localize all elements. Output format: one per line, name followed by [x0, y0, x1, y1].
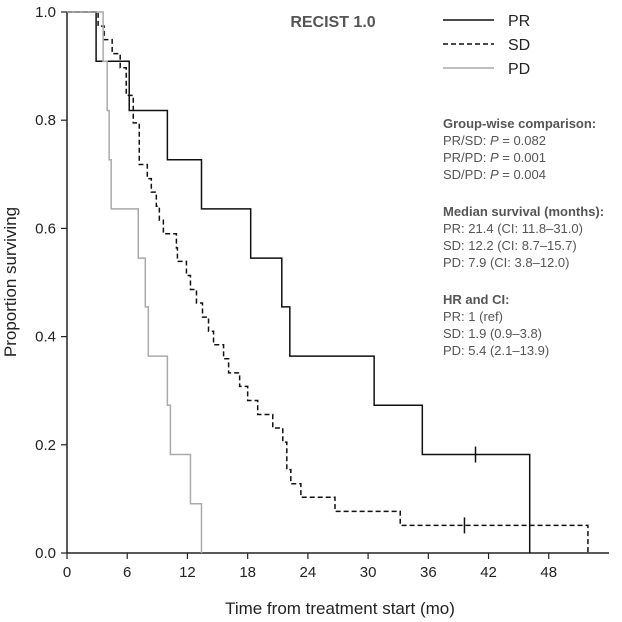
x-tick-label: 48 [540, 564, 557, 581]
chart-title: RECIST 1.0 [290, 14, 375, 31]
legend-label-pr: PR [508, 13, 530, 30]
annotation-line: SD: 1.9 (0.9–3.8) [443, 326, 542, 341]
y-tick-label: 0.0 [35, 545, 56, 562]
x-tick-label: 36 [420, 564, 437, 581]
y-tick-label: 1.0 [35, 4, 56, 21]
y-axis-label: Proportion surviving [1, 207, 20, 357]
y-tick-label: 0.2 [35, 437, 56, 454]
y-ticks: 0.0 0.2 0.4 0.6 0.8 1.0 [35, 4, 67, 562]
series-line-pd [67, 11, 203, 553]
annotation-line: SD: 12.2 (CI: 8.7–15.7) [443, 238, 577, 253]
y-tick-label: 0.4 [35, 329, 56, 346]
annotation-heading: HR and CI: [443, 292, 509, 307]
censor-marks [463, 446, 477, 534]
survival-curves [67, 11, 589, 553]
annotation-heading: Median survival (months): [443, 204, 604, 219]
x-tick-label: 24 [300, 564, 317, 581]
series-line-sd [67, 11, 589, 553]
y-tick-label: 0.8 [35, 112, 56, 129]
x-tick-label: 0 [63, 564, 71, 581]
annotation-line: PD: 7.9 (CI: 3.8–12.0) [443, 255, 569, 270]
annotation-heading: Group-wise comparison: [443, 116, 596, 131]
legend: PR SD PD [443, 13, 530, 78]
x-tick-label: 18 [239, 564, 256, 581]
axes: 0 6 12 18 24 30 36 42 48 0.0 0.2 0.4 0.6 0.8 1.0 [35, 4, 609, 581]
x-tick-label: 12 [179, 564, 196, 581]
annotation-line: SD/PD: P = 0.004 [443, 167, 546, 182]
annotation-line: PR/PD: P = 0.001 [443, 150, 546, 165]
x-ticks: 0 6 12 18 24 30 36 42 48 [63, 553, 557, 581]
legend-label-sd: SD [508, 37, 530, 54]
x-tick-label: 6 [123, 564, 131, 581]
x-axis-label: Time from treatment start (mo) [225, 599, 455, 618]
y-tick-label: 0.6 [35, 220, 56, 237]
x-tick-label: 42 [480, 564, 497, 581]
legend-label-pd: PD [508, 61, 530, 78]
annotation-line: PR: 21.4 (CI: 11.8–31.0) [443, 221, 583, 236]
annotation-line: PR: 1 (ref) [443, 309, 503, 324]
annotation-line: PD: 5.4 (2.1–13.9) [443, 343, 549, 358]
x-tick-label: 30 [360, 564, 377, 581]
statistics-annotations: Group-wise comparison: PR/SD: P = 0.082 PR… [443, 116, 604, 358]
series-line-pr [67, 11, 531, 553]
annotation-line: PR/SD: P = 0.082 [443, 133, 546, 148]
